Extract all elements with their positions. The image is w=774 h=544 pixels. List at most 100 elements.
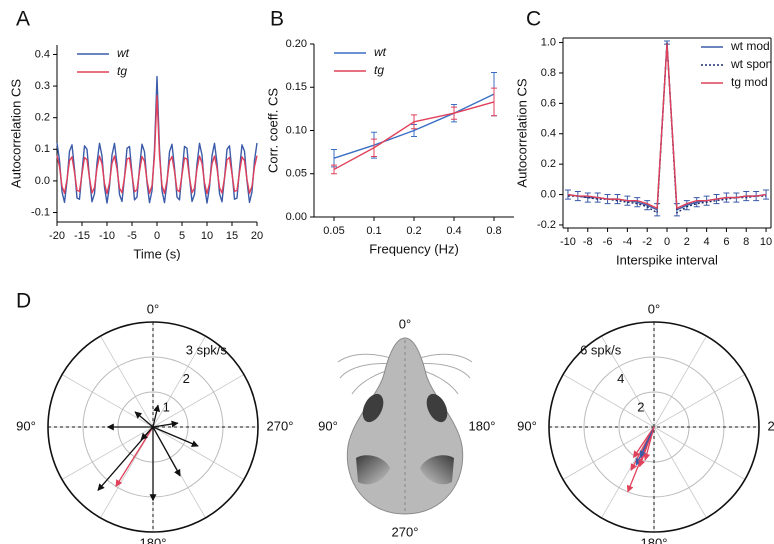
angle-label: 90° bbox=[517, 418, 537, 433]
y-tick-label: -0.1 bbox=[31, 206, 50, 218]
whiskers bbox=[337, 353, 473, 395]
spoke bbox=[61, 374, 154, 428]
mouse-ear bbox=[426, 393, 448, 423]
y-tick-label: 1.0 bbox=[541, 36, 556, 48]
x-tick-label: -15 bbox=[74, 230, 90, 242]
arrow bbox=[152, 426, 199, 447]
ring-label: 2 bbox=[637, 400, 644, 415]
arrow bbox=[134, 411, 154, 428]
y-tick-label: 0.2 bbox=[541, 158, 556, 170]
x-tick-label: 10 bbox=[760, 236, 772, 248]
y-tick-label: 0.4 bbox=[541, 128, 556, 140]
y-tick-label: 0.15 bbox=[286, 81, 307, 93]
spoke bbox=[653, 335, 707, 428]
ring-label: 4 bbox=[617, 371, 624, 386]
x-tick-label: 4 bbox=[704, 236, 710, 248]
x-tick-label: 0.4 bbox=[446, 225, 461, 237]
legend-label: wt spon bbox=[730, 57, 772, 71]
arrow bbox=[152, 426, 181, 477]
y-tick-label: 0.05 bbox=[286, 168, 307, 180]
x-tick-label: -20 bbox=[49, 230, 65, 242]
angle-label: 0° bbox=[147, 301, 159, 316]
mouse-hip bbox=[356, 455, 390, 485]
error-bar bbox=[683, 200, 690, 211]
y-tick-label: 0.8 bbox=[541, 67, 556, 79]
arrow bbox=[140, 426, 154, 441]
ring-label: 6 spk/s bbox=[580, 342, 622, 357]
legend-label: tg bbox=[117, 64, 127, 78]
legend-label: wt bbox=[117, 46, 130, 60]
spoke bbox=[653, 426, 746, 480]
angle-label: 0° bbox=[399, 316, 411, 331]
x-tick-label: 15 bbox=[226, 230, 238, 242]
x-tick-label: 0 bbox=[154, 230, 160, 242]
angle-label: 90° bbox=[318, 418, 338, 433]
y-tick-label: 0.2 bbox=[35, 112, 50, 124]
arrow bbox=[639, 426, 655, 459]
angle-label: 0° bbox=[648, 301, 660, 316]
spoke bbox=[653, 374, 746, 428]
panel-label: B bbox=[270, 8, 284, 31]
spoke bbox=[601, 335, 655, 428]
angle-label: 180° bbox=[641, 535, 668, 544]
x-axis-label: Frequency (Hz) bbox=[369, 241, 459, 256]
x-tick-label: -8 bbox=[583, 236, 593, 248]
spoke bbox=[152, 374, 245, 428]
x-tick-label: 0.8 bbox=[486, 225, 501, 237]
error-bar bbox=[371, 138, 377, 157]
spoke bbox=[152, 426, 245, 480]
series-line bbox=[567, 43, 767, 209]
y-tick-label: 0.0 bbox=[541, 188, 556, 200]
x-tick-label: 0.05 bbox=[323, 225, 344, 237]
mouse-ear bbox=[362, 393, 384, 423]
x-tick-label: -6 bbox=[603, 236, 613, 248]
x-tick-label: 6 bbox=[723, 236, 729, 248]
arrow bbox=[115, 426, 154, 487]
y-tick-label: 0.10 bbox=[286, 124, 307, 136]
error-bar bbox=[411, 114, 417, 130]
y-tick-label: 0.3 bbox=[35, 80, 50, 92]
ring-label: 3 spk/s bbox=[186, 342, 228, 357]
error-bar bbox=[634, 197, 641, 208]
y-tick-label: 0.00 bbox=[286, 211, 307, 223]
x-tick-label: -4 bbox=[622, 236, 632, 248]
x-tick-label: 0 bbox=[664, 236, 670, 248]
y-axis-label: Autocorrelation CS bbox=[8, 79, 23, 188]
y-tick-label: 0.0 bbox=[35, 175, 50, 187]
panel-label: C bbox=[526, 8, 541, 31]
angle-label: 180° bbox=[140, 535, 167, 544]
spoke bbox=[562, 426, 655, 480]
error-bar bbox=[644, 200, 651, 211]
x-tick-label: 0.2 bbox=[406, 225, 421, 237]
spoke bbox=[562, 374, 655, 428]
ring-label: 2 bbox=[183, 371, 190, 386]
angle-label: 90° bbox=[16, 418, 36, 433]
legend-label: tg bbox=[374, 63, 384, 77]
x-tick-label: -10 bbox=[560, 236, 576, 248]
arrow bbox=[632, 426, 655, 459]
x-axis-label: Interspike interval bbox=[616, 252, 718, 267]
error-bar bbox=[451, 106, 457, 120]
error-bar bbox=[693, 197, 700, 208]
y-tick-label: 0.4 bbox=[35, 48, 50, 60]
y-tick-label: 0.20 bbox=[286, 38, 307, 50]
legend-label: tg mod bbox=[731, 75, 768, 89]
x-axis-label: Time (s) bbox=[133, 246, 180, 261]
x-tick-label: 0.1 bbox=[366, 225, 381, 237]
spoke bbox=[100, 335, 154, 428]
x-tick-label: 10 bbox=[201, 230, 213, 242]
angle-label: 270° bbox=[768, 418, 774, 433]
x-tick-label: -10 bbox=[99, 230, 115, 242]
y-tick-label: 0.1 bbox=[35, 143, 50, 155]
y-tick-label: -0.2 bbox=[537, 219, 556, 231]
spoke bbox=[152, 335, 206, 428]
mouse-drawing bbox=[337, 337, 473, 515]
y-axis-label: Autocorrelation CS bbox=[514, 78, 529, 187]
panel-label: D bbox=[16, 290, 31, 313]
angle-label: 270° bbox=[267, 418, 294, 433]
arrow bbox=[152, 420, 179, 428]
y-tick-label: 0.6 bbox=[541, 97, 556, 109]
